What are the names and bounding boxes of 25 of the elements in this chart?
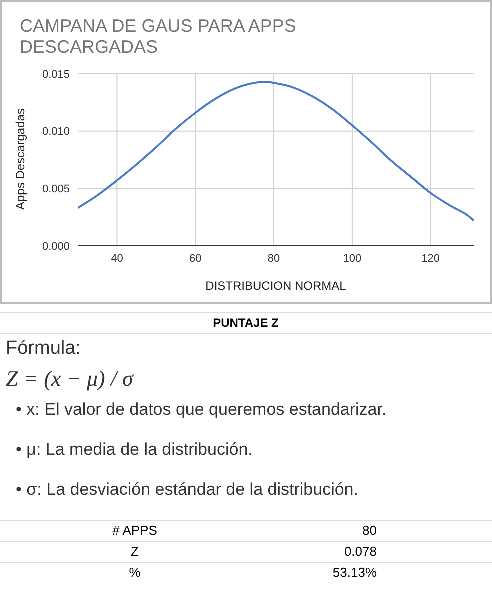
chart-title: CAMPANA DE GAUS PARA APPS DESCARGADAS	[20, 16, 298, 58]
x-tick-label: 120	[422, 252, 440, 265]
x-tick-label: 100	[343, 252, 362, 265]
text: Z	[130, 543, 140, 561]
x-tick-label: 80	[268, 252, 280, 265]
text: Z = (x − μ) / σ	[6, 366, 135, 392]
line-series	[78, 81, 474, 222]
y-tick-label: 0.000	[42, 240, 70, 253]
text: • μ: La media de la distribución.	[16, 440, 254, 460]
x-axis-title: DISTRIBUCION NORMAL	[206, 279, 347, 293]
text: 53.13%	[332, 564, 377, 582]
text: • x: El valor de datos que queremos estandarizar.	[16, 400, 388, 420]
y-axis-title: Apps Descargadas	[13, 108, 28, 210]
text: • σ: La desviación estándar de la distribución.	[16, 480, 360, 500]
y-tick-label: 0.010	[42, 126, 70, 138]
y-tick-label: 0.005	[42, 184, 70, 196]
text: %	[128, 564, 142, 582]
text: Fórmula:	[6, 338, 82, 360]
x-tick-label: 40	[111, 252, 124, 265]
text: 0.078	[343, 543, 377, 561]
text: # APPS	[112, 522, 158, 540]
text: 80	[362, 522, 377, 540]
y-tick-label: 0.015	[42, 68, 70, 81]
text: PUNTAJE Z	[0, 312, 492, 334]
x-tick-label: 60	[190, 252, 202, 265]
